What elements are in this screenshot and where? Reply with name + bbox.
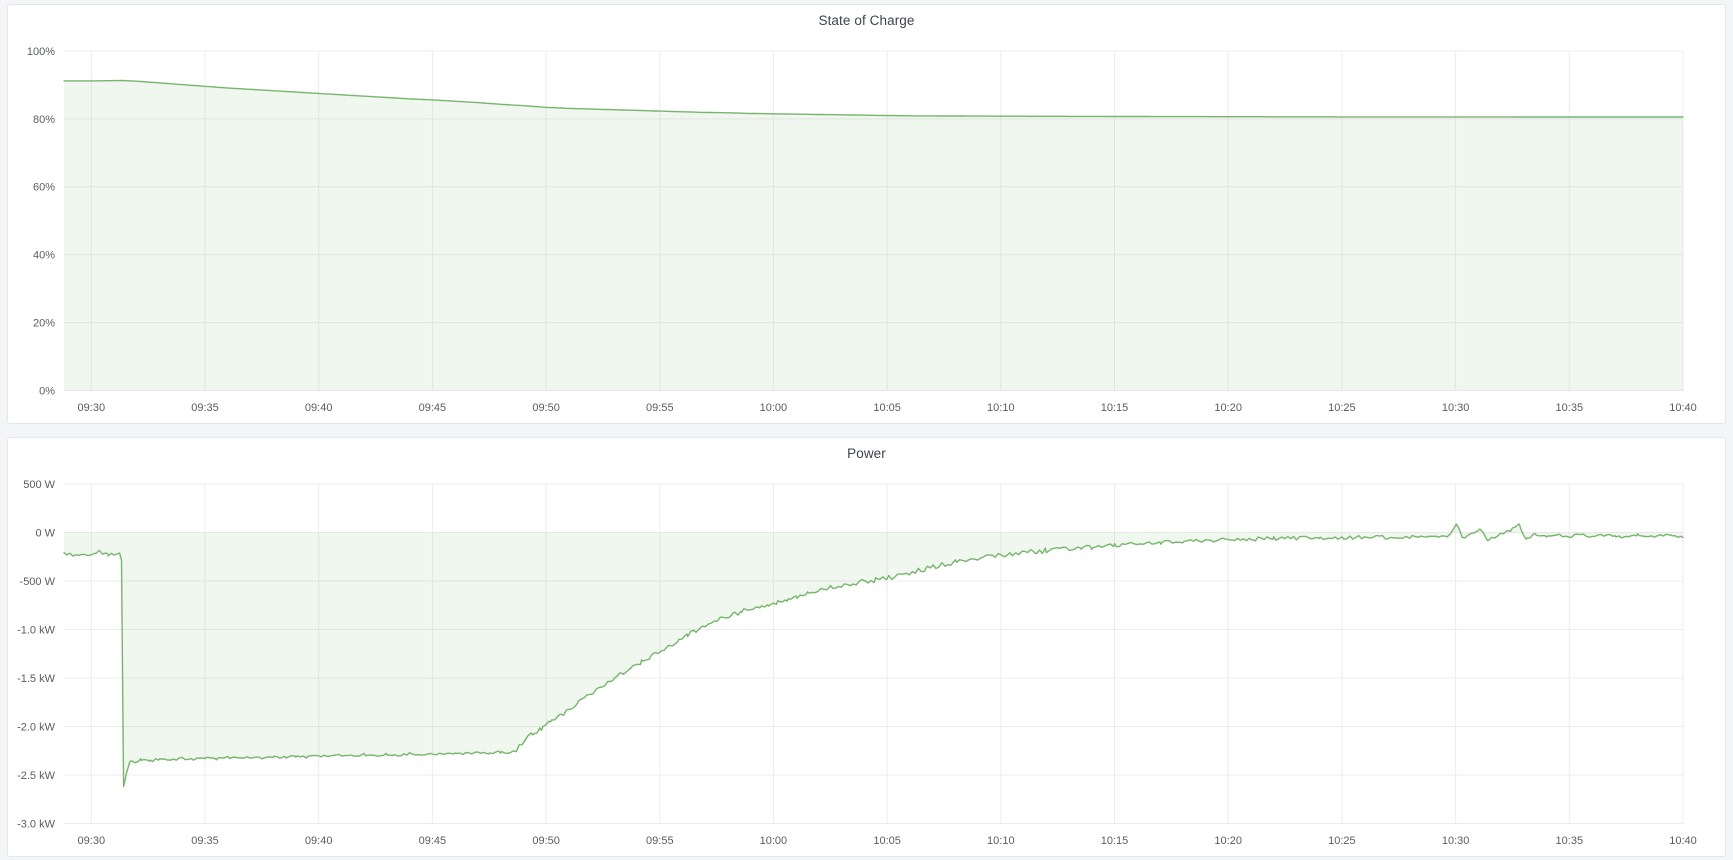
x-tick-label: 09:35	[191, 402, 219, 414]
grid	[64, 50, 1684, 391]
y-tick-label: -2.5 kW	[17, 770, 56, 782]
x-tick-label: 10:40	[1669, 402, 1697, 414]
x-tick-label: 10:10	[987, 402, 1015, 414]
y-tick-label: 60%	[33, 182, 55, 194]
power-svg: 500 W 0 W -500 W -1.0 kW -1.5 kW -2.0 kW -2.5 …	[17, 479, 1697, 847]
x-tick-label: 10:15	[1101, 402, 1129, 414]
axis-labels: 500 W 0 W -500 W -1.0 kW -1.5 kW -2.0 kW -2.5 …	[17, 479, 1697, 847]
axis-labels: 100% 80% 60% 40% 20% 0% 09:30 09:35 09:40 09:45 09…	[27, 46, 1697, 414]
series-area-fill	[64, 524, 1683, 787]
y-tick-label: 40%	[33, 250, 55, 262]
x-tick-label: 09:40	[305, 402, 333, 414]
x-tick-label: 10:20	[1214, 402, 1242, 414]
x-tick-label: 09:30	[78, 402, 106, 414]
x-tick-label: 10:05	[873, 402, 901, 414]
y-tick-label: 0 W	[35, 527, 55, 539]
y-tick-label: -2.0 kW	[17, 721, 56, 733]
y-tick-label: -1.5 kW	[17, 673, 56, 685]
x-tick-label: 10:40	[1669, 835, 1697, 847]
series-line	[63, 523, 1684, 788]
x-tick-label: 09:50	[532, 402, 560, 414]
panel-header: State of Charge	[8, 5, 1725, 35]
x-tick-label: 10:35	[1556, 835, 1584, 847]
y-tick-label: 20%	[33, 317, 55, 329]
x-tick-label: 10:25	[1328, 835, 1356, 847]
state-of-charge-svg: 100% 80% 60% 40% 20% 0% 09:30 09:35 09:40 09:45 09…	[27, 46, 1697, 414]
series-area-fill	[64, 80, 1683, 391]
panel-power: Power 500 W 0 W -500 W -1.0 kW -1.5 kW -2.0 k…	[7, 437, 1726, 857]
soc-chart[interactable]: 100% 80% 60% 40% 20% 0% 09:30 09:35 09:40 09:45 09…	[8, 5, 1725, 423]
x-tick-label: 09:50	[532, 835, 560, 847]
x-tick-label: 10:35	[1556, 402, 1584, 414]
x-tick-label: 10:15	[1101, 835, 1129, 847]
y-tick-label: 500 W	[23, 479, 55, 491]
y-tick-label: -3.0 kW	[17, 818, 56, 830]
x-tick-label: 09:35	[191, 835, 219, 847]
x-tick-label: 09:55	[646, 835, 674, 847]
y-tick-label: 100%	[27, 46, 55, 58]
x-tick-label: 09:40	[305, 835, 333, 847]
y-tick-label: 0%	[39, 385, 55, 397]
panel-state-of-charge: State of Charge 100% 80% 60% 40% 20% 0% 09:30 0…	[7, 4, 1726, 424]
y-tick-label: -500 W	[20, 576, 56, 588]
x-tick-label: 10:25	[1328, 402, 1356, 414]
x-tick-label: 10:30	[1442, 835, 1470, 847]
y-tick-label: -1.0 kW	[17, 624, 56, 636]
series-line	[63, 79, 1684, 118]
y-tick-label: 80%	[33, 114, 55, 126]
panel-header: Power	[8, 438, 1725, 468]
x-tick-label: 09:55	[646, 402, 674, 414]
x-tick-label: 10:00	[760, 835, 788, 847]
x-tick-label: 10:20	[1214, 835, 1242, 847]
x-tick-label: 10:00	[760, 402, 788, 414]
x-tick-label: 10:30	[1442, 402, 1470, 414]
x-tick-label: 09:45	[419, 835, 447, 847]
panel-title[interactable]: State of Charge	[818, 12, 915, 28]
x-tick-label: 10:05	[873, 835, 901, 847]
panel-title[interactable]: Power	[847, 445, 886, 461]
grid	[64, 483, 1684, 824]
x-tick-label: 10:10	[987, 835, 1015, 847]
x-tick-label: 09:30	[78, 835, 106, 847]
x-tick-label: 09:45	[419, 402, 447, 414]
power-chart[interactable]: 500 W 0 W -500 W -1.0 kW -1.5 kW -2.0 kW -2.5 …	[8, 438, 1725, 856]
